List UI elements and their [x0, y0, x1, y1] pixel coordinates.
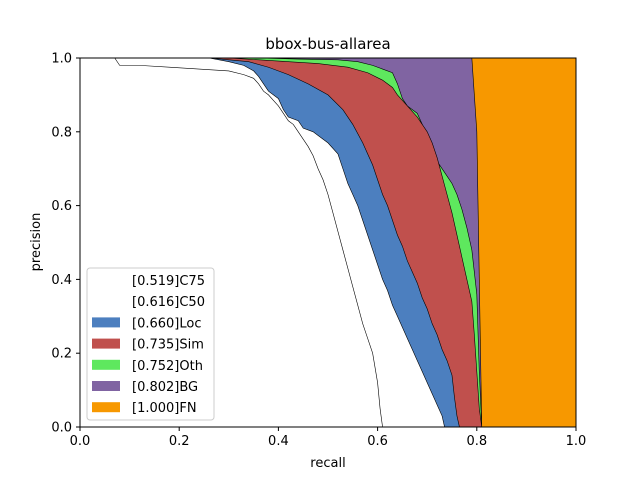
y-axis: 0.0 0.2 0.4 0.6 0.8 1.0 [51, 52, 80, 436]
x-tick-label-4: 0.8 [466, 434, 487, 449]
legend-label-5: [0.802]BG [132, 380, 198, 395]
y-tick-label-0: 0.0 [51, 421, 72, 436]
legend-label-0: [0.519]C75 [132, 274, 205, 289]
area-boundary-3 [80, 57, 483, 428]
legend: [0.519]C75 [0.616]C50 [0.660]Loc [0.735]Sim… [86, 267, 215, 421]
y-tick-label-4: 0.8 [51, 125, 72, 140]
legend-label-4: [0.752]Oth [132, 359, 203, 374]
y-tick-label-3: 0.6 [51, 199, 72, 214]
chart-title: bbox-bus-allarea [265, 35, 390, 53]
legend-swatch-1 [92, 296, 120, 307]
y-tick-label-2: 0.4 [51, 273, 72, 288]
x-axis: 0.0 0.2 0.4 0.6 0.8 1.0 [70, 427, 587, 449]
area-boundary-1 [80, 57, 445, 428]
plot-areas [80, 57, 577, 428]
legend-label-6: [1.000]FN [132, 401, 197, 416]
x-axis-label: recall [310, 456, 345, 471]
legend-swatch-4 [92, 359, 120, 370]
legend-swatch-6 [92, 402, 120, 413]
legend-swatch-5 [92, 381, 120, 391]
plot-frame [79, 57, 577, 428]
legend-label-1: [0.616]C50 [132, 295, 205, 310]
legend-label-3: [0.735]Sim [132, 338, 204, 353]
y-axis-label: precision [29, 213, 44, 272]
legend-swatch-3 [92, 338, 120, 349]
area-boundary-4 [80, 57, 483, 428]
y-tick-label-5: 1.0 [51, 52, 72, 67]
x-tick-label-3: 0.6 [367, 434, 388, 449]
x-tick-label-5: 1.0 [566, 434, 587, 449]
legend-swatch-0 [92, 275, 120, 285]
legend-label-2: [0.660]Loc [132, 316, 201, 331]
x-tick-label-0: 0.0 [70, 434, 91, 449]
y-tick-label-1: 0.2 [51, 347, 72, 362]
legend-swatch-2 [92, 317, 120, 328]
area-boundary-2 [80, 57, 460, 428]
x-tick-label-1: 0.2 [169, 434, 190, 449]
area-boundary-0 [80, 57, 383, 428]
x-tick-label-2: 0.4 [268, 434, 289, 449]
